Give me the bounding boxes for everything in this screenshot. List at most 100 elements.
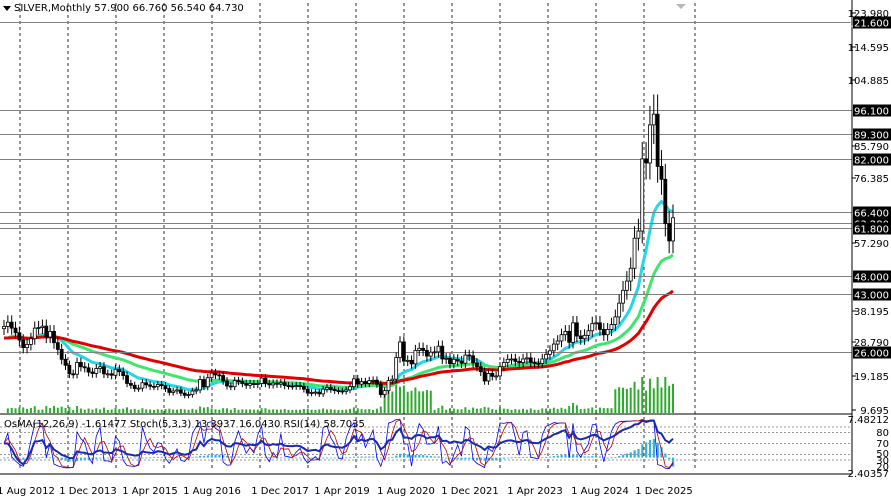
shift-marker-icon[interactable] <box>676 4 686 9</box>
osc-axis-label: 70 <box>876 439 889 450</box>
x-tick-label: 1 Dec 2021 <box>441 486 499 497</box>
osma-bar <box>502 457 506 459</box>
candle-body <box>217 374 222 377</box>
volume-histogram <box>6 377 674 413</box>
volume-bar <box>495 409 498 413</box>
volume-bar <box>648 378 651 413</box>
osma-bar <box>364 456 367 458</box>
level-price-text: 96.100 <box>854 107 889 118</box>
osc-axis-label: 50 <box>876 449 889 460</box>
volume-bar <box>249 409 252 413</box>
osma-bar <box>195 456 198 458</box>
candle-body <box>517 361 522 363</box>
candle-body <box>548 350 552 355</box>
candle-body <box>48 331 53 338</box>
candle-body <box>144 382 149 386</box>
volume-bar <box>37 409 40 413</box>
symbol-dropdown-arrow-icon[interactable] <box>3 6 11 11</box>
level-price-tag <box>853 206 891 219</box>
candle-body <box>605 329 610 336</box>
candle-body <box>471 355 475 364</box>
volume-bar <box>425 390 428 413</box>
candle-body <box>490 373 495 377</box>
level-price-tag <box>853 288 891 301</box>
candle-body <box>232 380 237 388</box>
candle-body <box>498 366 502 377</box>
osma-bar <box>199 455 202 458</box>
candle-body <box>298 385 302 388</box>
candle-body <box>340 390 345 393</box>
osma-bar <box>299 457 302 459</box>
candle-body <box>5 321 10 327</box>
osma-bar <box>145 457 148 459</box>
osma-bar <box>237 456 240 458</box>
osma-bar <box>3 457 6 459</box>
osma-bar <box>306 457 309 459</box>
candle-body <box>636 230 641 239</box>
candle-body <box>448 357 452 364</box>
volume-bar <box>187 409 190 413</box>
candle-body <box>328 387 333 390</box>
candle-body <box>128 383 133 386</box>
volume-bar <box>218 409 221 413</box>
volume-bar <box>176 409 179 413</box>
candle-body <box>528 357 533 363</box>
price-tick-label: 9.695 <box>860 406 889 417</box>
candle-body <box>524 357 529 360</box>
price-tick-label: 85.790 <box>854 142 889 153</box>
candle-body <box>390 378 395 382</box>
candle-body <box>409 359 414 365</box>
osma-bar <box>156 456 159 458</box>
candle-body <box>613 316 618 325</box>
candle-body <box>559 334 564 342</box>
volume-bar <box>410 390 413 413</box>
osma-bar <box>406 454 409 458</box>
candle-body <box>202 379 206 388</box>
osma-bar <box>625 453 629 458</box>
osma-bar <box>449 457 452 459</box>
candle-body <box>252 383 256 385</box>
candle-body <box>394 357 399 380</box>
candle-body <box>590 323 595 332</box>
volume-bar <box>622 387 625 413</box>
candle-body <box>574 322 579 337</box>
candle-body <box>228 385 233 388</box>
volume-bar <box>126 407 129 413</box>
volume-bar <box>610 408 613 413</box>
volume-bar <box>52 405 55 413</box>
candle-body <box>90 371 95 374</box>
x-tick-label: 1 Dec 2025 <box>635 486 693 497</box>
level-price-text: 89.300 <box>854 131 889 142</box>
level-price-tag <box>853 104 891 117</box>
volume-bar <box>18 407 21 413</box>
volume-bar <box>333 409 336 413</box>
candle-body <box>436 345 441 353</box>
volume-bar <box>529 408 532 413</box>
level-price-text: 82.000 <box>854 156 889 167</box>
candle-body <box>451 358 456 364</box>
volume-bar <box>91 409 94 413</box>
volume-bar <box>383 390 386 413</box>
osma-bar <box>114 457 117 459</box>
volume-bar <box>572 402 575 413</box>
osma-bar <box>556 455 559 458</box>
candle-body <box>632 237 637 269</box>
candle-body <box>432 351 437 354</box>
osma-bar <box>295 457 298 459</box>
candle-body <box>155 384 160 388</box>
level-price-text: 26.000 <box>854 349 889 360</box>
osma-bar <box>379 457 382 459</box>
candle-body <box>651 113 656 126</box>
osc-axis-label: -2.40357 <box>844 469 889 480</box>
osma-bar <box>325 457 329 459</box>
candle-body <box>25 344 29 349</box>
candle-body <box>582 334 587 340</box>
osma-bar <box>322 457 325 459</box>
volume-bar <box>295 409 298 413</box>
osma-bar <box>668 457 671 460</box>
volume-bar <box>252 409 255 413</box>
osma-bar <box>218 454 221 458</box>
